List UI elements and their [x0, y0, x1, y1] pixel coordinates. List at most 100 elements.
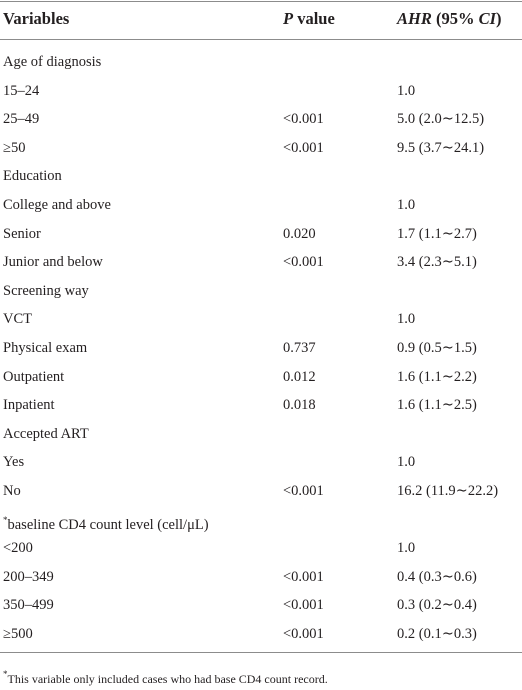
p-value-cell: 0.020 [283, 224, 316, 244]
variable-cell: Physical exam [3, 338, 87, 358]
ahr-text: 0.3 (0.2∼0.4) [397, 597, 477, 614]
ahr-cell: 3.4 (2.3∼5.1) [397, 252, 477, 272]
variable-cell: 15–24 [3, 81, 39, 101]
ahr-cell: 9.5 (3.7∼24.1) [397, 138, 484, 158]
header-rule [0, 39, 522, 40]
variable-cell: College and above [3, 195, 111, 215]
ahr-text: 1.0 [397, 454, 416, 471]
variable-cell: <200 [3, 538, 33, 558]
p-value-cell: <0.001 [283, 595, 324, 615]
variable-cell: Senior [3, 224, 41, 244]
variable-cell: 25–49 [3, 109, 39, 129]
header-text: CI [478, 9, 497, 28]
header-text: value [293, 9, 335, 28]
top-rule [0, 1, 522, 2]
p-value-text: <0.001 [283, 254, 324, 271]
variable-text: No [3, 483, 21, 499]
variable-cell: VCT [3, 309, 32, 329]
variable-cell: ≥50 [3, 138, 25, 158]
variable-cell: Accepted ART [3, 424, 89, 444]
variable-text: 15–24 [3, 82, 40, 99]
ahr-cell: 0.4 (0.3∼0.6) [397, 567, 477, 587]
ahr-cell: 0.2 (0.1∼0.3) [397, 624, 477, 644]
variable-text: ≥50 [3, 139, 26, 156]
variable-cell: 350–499 [3, 595, 54, 615]
variable-cell: Inpatient [3, 395, 55, 415]
bottom-rule [0, 652, 522, 653]
ahr-text: 0.2 (0.1∼0.3) [397, 626, 477, 642]
footnote-text: This variable only included cases who ha… [7, 672, 328, 686]
ahr-cell: 1.0 [397, 538, 415, 558]
p-value-text: <0.001 [283, 597, 324, 614]
p-value-text: <0.001 [283, 139, 324, 156]
ahr-text: 3.4 (2.3∼5.1) [397, 254, 477, 271]
variable-cell: Junior and below [3, 252, 103, 272]
ahr-text: 9.5 (3.7∼24.1) [397, 139, 485, 156]
footnote-marker: * [3, 514, 8, 525]
p-value-cell: <0.001 [283, 252, 324, 272]
ahr-text: 1.6 (1.1∼2.2) [397, 368, 477, 385]
ahr-cell: 1.6 (1.1∼2.2) [397, 367, 477, 387]
p-value-text: 0.018 [283, 397, 316, 414]
ahr-text: 16.2 (11.9∼22.2) [397, 483, 499, 499]
variable-text: <200 [3, 540, 33, 557]
p-value-text: 0.012 [283, 368, 316, 385]
variable-cell: *baseline CD4 count level (cell/μL) [3, 510, 209, 535]
variable-text: Inpatient [3, 397, 55, 414]
ahr-text: 0.4 (0.3∼0.6) [397, 568, 477, 585]
ahr-text: 0.9 (0.5∼1.5) [397, 340, 477, 356]
header-cell: P value [283, 9, 335, 29]
ahr-text: 5.0 (2.0∼12.5) [397, 111, 485, 128]
footnote: *This variable only included cases who h… [3, 664, 328, 689]
p-value-cell: <0.001 [283, 481, 324, 501]
variable-text: Outpatient [3, 368, 65, 385]
variable-text: Junior and below [3, 254, 103, 271]
variable-text: VCT [3, 311, 32, 328]
variable-cell: No [3, 481, 21, 501]
ahr-text: 1.0 [397, 540, 416, 557]
p-value-text: <0.001 [283, 111, 324, 128]
p-value-cell: <0.001 [283, 567, 324, 587]
variable-text: ≥500 [3, 626, 33, 642]
p-value-cell: <0.001 [283, 138, 324, 158]
header-text: AHR [397, 9, 432, 28]
ahr-cell: 1.6 (1.1∼2.5) [397, 395, 477, 415]
p-value-cell: 0.737 [283, 338, 316, 358]
variable-cell: Age of diagnosis [3, 52, 101, 72]
p-value-cell: <0.001 [283, 109, 324, 129]
ahr-cell: 1.0 [397, 81, 415, 101]
header-cell: Variables [3, 9, 69, 29]
ahr-cell: 1.0 [397, 452, 415, 472]
ahr-cell: 16.2 (11.9∼22.2) [397, 481, 498, 501]
variable-cell: Screening way [3, 281, 89, 301]
variable-text: Yes [3, 454, 25, 471]
variable-text: Senior [3, 225, 41, 242]
variable-text: 350–499 [3, 597, 54, 614]
variable-cell: Outpatient [3, 367, 64, 387]
header-text: P [283, 9, 294, 28]
variable-text: Screening way [3, 282, 89, 299]
ahr-text: 1.0 [397, 82, 416, 99]
p-value-text: <0.001 [283, 626, 324, 642]
header-text: Variables [3, 9, 70, 28]
variable-cell: 200–349 [3, 567, 54, 587]
header-text: (95% [431, 9, 479, 28]
ahr-text: 1.6 (1.1∼2.5) [397, 397, 477, 414]
p-value-cell: 0.018 [283, 395, 316, 415]
ahr-cell: 0.3 (0.2∼0.4) [397, 595, 477, 615]
ahr-text: 1.7 (1.1∼2.7) [397, 225, 477, 242]
header-text: ) [496, 9, 502, 28]
p-value-text: <0.001 [283, 568, 324, 585]
variable-text: Age of diagnosis [3, 54, 102, 70]
p-value-text: 0.020 [283, 225, 316, 242]
p-value-cell: 0.012 [283, 367, 316, 387]
p-value-cell: <0.001 [283, 624, 324, 644]
ahr-text: 1.0 [397, 311, 416, 328]
ahr-cell: 0.9 (0.5∼1.5) [397, 338, 477, 358]
variable-text: baseline CD4 count level (cell/μL) [7, 516, 209, 533]
variable-text: Accepted ART [3, 425, 89, 442]
ahr-cell: 1.7 (1.1∼2.7) [397, 224, 477, 244]
variable-text: 200–349 [3, 568, 54, 585]
variable-text: Education [3, 168, 62, 185]
